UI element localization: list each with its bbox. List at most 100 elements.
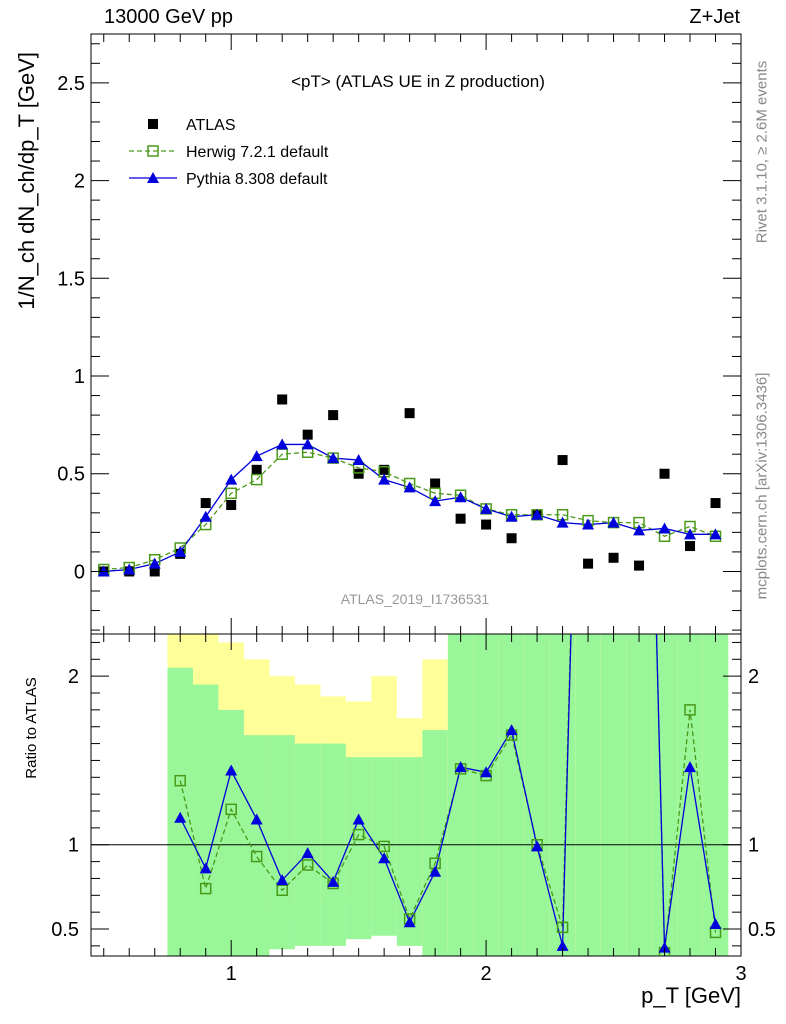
ratio-line-1 [179,634,717,948]
ratio-series-1-point [658,941,671,953]
series-2-point [378,473,391,485]
ratio-series-1-point [505,724,518,736]
series-0-point [226,500,237,511]
ratio-band-green [600,634,627,956]
ratio-band-green [549,634,576,956]
ratio-series-0-point [684,704,696,716]
series-0-point [328,410,339,421]
series-0-point [506,533,517,544]
series-0-point [404,408,415,419]
series-2-point [250,450,263,462]
series-2-point [505,510,518,522]
ratio-series-1-point [301,847,314,859]
series-2-point [352,454,365,466]
series-0-point [455,513,466,524]
ratio-band-green [626,634,652,956]
ratio-series-0-point [556,921,569,934]
x-tick-label: 2 [481,963,492,985]
series-2-point [327,452,340,464]
ratio-uncertainty-bands [167,634,729,956]
main-plot-area [97,394,722,577]
series-0-point [379,464,390,475]
ratio-y-tick-label-right: 2 [748,666,759,688]
series-2-point [301,438,314,450]
ratio-series-1-point [276,874,289,886]
series-0-point [481,519,492,530]
series-0-point [277,394,288,405]
ratio-band-green [192,684,219,956]
ratio-series-0-point [583,0,593,7]
series-2-point [582,518,595,530]
ratio-panel [174,0,722,956]
series-2-point [633,524,646,536]
series-2-point [684,528,697,540]
series-2-point [607,516,620,528]
legend-label-1: Herwig 7.2.1 default [186,144,329,161]
series-2-point [709,528,722,540]
plot-frames [90,33,742,957]
series-0-point [251,464,262,475]
ratio-series-0-point [352,828,365,841]
series-2-point [556,516,569,528]
ratio-y-tick-label-right: 0.5 [748,919,776,941]
series-2-point [403,481,416,493]
ratio-series-1-point [531,840,544,852]
series-line-1 [103,451,716,571]
watermark: ATLAS_2019_I1736531 [341,591,490,607]
ratio-series-1-point [403,916,416,928]
legend-marker-0 [148,119,158,129]
ratio-series-1-point [582,0,594,7]
ratio-band-green [473,634,499,956]
series-2-point [531,508,544,520]
ratio-series-1-point [684,761,697,773]
series-2-point [454,491,467,503]
series-0-point [302,429,313,440]
series-line-2 [103,443,716,573]
series-2-point [276,438,289,450]
series-0-point [634,560,645,571]
series-0-point [659,468,670,479]
series-2-point [148,557,161,569]
x-tick-label: 3 [735,963,746,985]
ratio-band-green [422,730,448,956]
main-y-axis-label: 1/N_ch dN_ch/dp_T [GeV] [14,52,39,310]
ratio-band-green [498,634,525,956]
series-0-point [430,478,441,489]
main-y-tick-label: 2.5 [57,73,85,95]
ratio-series-1-point [352,813,365,825]
ratio-series-1-point [327,875,340,887]
ratio-band-green [218,709,244,956]
ratio-series-1-point [174,811,187,823]
ratio-series-1-point [250,813,263,825]
ratio-series-1-point [709,917,722,929]
ratio-series-0-point [174,774,186,787]
ratio-series-1-point [480,766,493,778]
ratio-series-0-point [250,850,263,863]
series-2-point [174,545,187,557]
ratio-series-1-point [199,862,212,874]
ratio-series-1-point [556,939,569,951]
x-axis-label: p_T [GeV] [641,983,741,1008]
series-0-point [353,468,364,479]
series-0-point [149,566,160,577]
main-y-tick-label: 0 [74,561,85,583]
ratio-series-0-point [276,884,288,897]
x-tick-label: 1 [226,963,237,985]
series-0-point [608,552,619,563]
series-2-point [225,473,238,485]
series-0-point [685,541,696,552]
legend-marker-2 [147,172,159,183]
series-0-point [200,498,211,509]
ratio-y-tick-label-right: 1 [748,835,759,857]
series-0-point [583,558,594,569]
ratio-series-0-point [609,334,619,344]
ratio-band-green [243,735,270,956]
main-y-tick-label: 0.5 [57,464,85,486]
ratio-series-1-point [454,761,467,773]
ratio-band-green [269,735,295,950]
ratio-frame [90,633,742,957]
series-2-point [429,495,442,507]
series-2-point [123,563,136,575]
ratio-band-green [345,757,372,940]
